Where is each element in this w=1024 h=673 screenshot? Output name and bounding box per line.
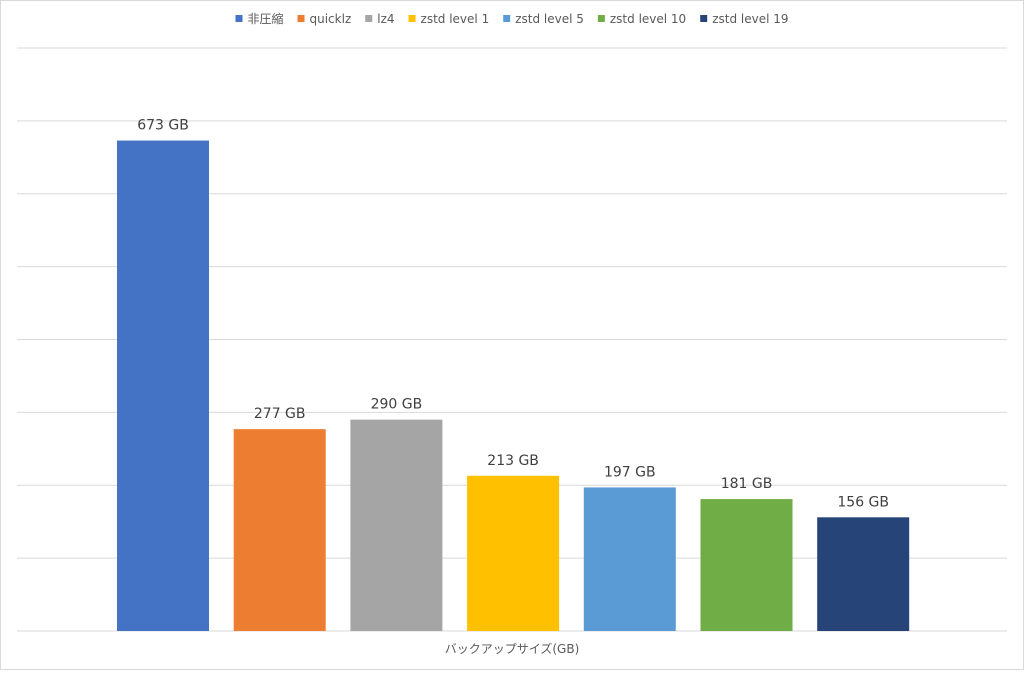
legend-item: zstd level 10	[597, 12, 686, 26]
bar	[350, 419, 443, 631]
data-labels: 673 GB 277 GB 290 GB 213 GB 197 GB 181 GB 156 …	[137, 118, 889, 511]
legend-label: zstd level 10	[610, 12, 686, 26]
bar	[583, 487, 676, 631]
data-label: 673 GB	[137, 118, 189, 134]
legend-label: quicklz	[310, 12, 352, 26]
legend-label: 非圧縮	[247, 11, 283, 26]
legend-label: zstd level 1	[421, 12, 490, 26]
legend-item: zstd level 1	[408, 12, 490, 26]
legend-swatch	[297, 15, 305, 22]
legend-item: quicklz	[297, 12, 352, 26]
data-label: 277 GB	[254, 406, 306, 422]
data-label: 181 GB	[721, 476, 773, 492]
legend-item: 非圧縮	[235, 11, 284, 26]
legend-label: zstd level 5	[515, 12, 584, 26]
legend-item: zstd level 5	[503, 12, 584, 26]
bar	[467, 475, 560, 631]
legend-label: zstd level 19	[712, 12, 788, 26]
data-label: 197 GB	[604, 464, 656, 480]
bar	[817, 517, 910, 631]
bars	[117, 140, 910, 631]
bar	[700, 499, 793, 631]
bar	[117, 140, 209, 631]
legend-swatch	[365, 15, 373, 22]
legend-swatch	[700, 15, 708, 22]
legend-item: lz4	[365, 12, 395, 26]
data-label: 290 GB	[371, 397, 423, 413]
data-label: 213 GB	[487, 453, 539, 469]
x-axis-label: バックアップサイズ(GB)	[445, 641, 580, 656]
legend-swatch	[235, 15, 243, 22]
legend-item: zstd level 19	[700, 12, 789, 26]
legend: 非圧縮 quicklz lz4 zstd level 1 zstd level 5 zst…	[235, 11, 789, 26]
legend-swatch	[408, 15, 416, 22]
legend-swatch	[503, 15, 511, 22]
legend-label: lz4	[377, 12, 394, 26]
legend-swatch	[597, 15, 605, 22]
data-label: 156 GB	[837, 494, 889, 510]
bar	[233, 429, 326, 631]
